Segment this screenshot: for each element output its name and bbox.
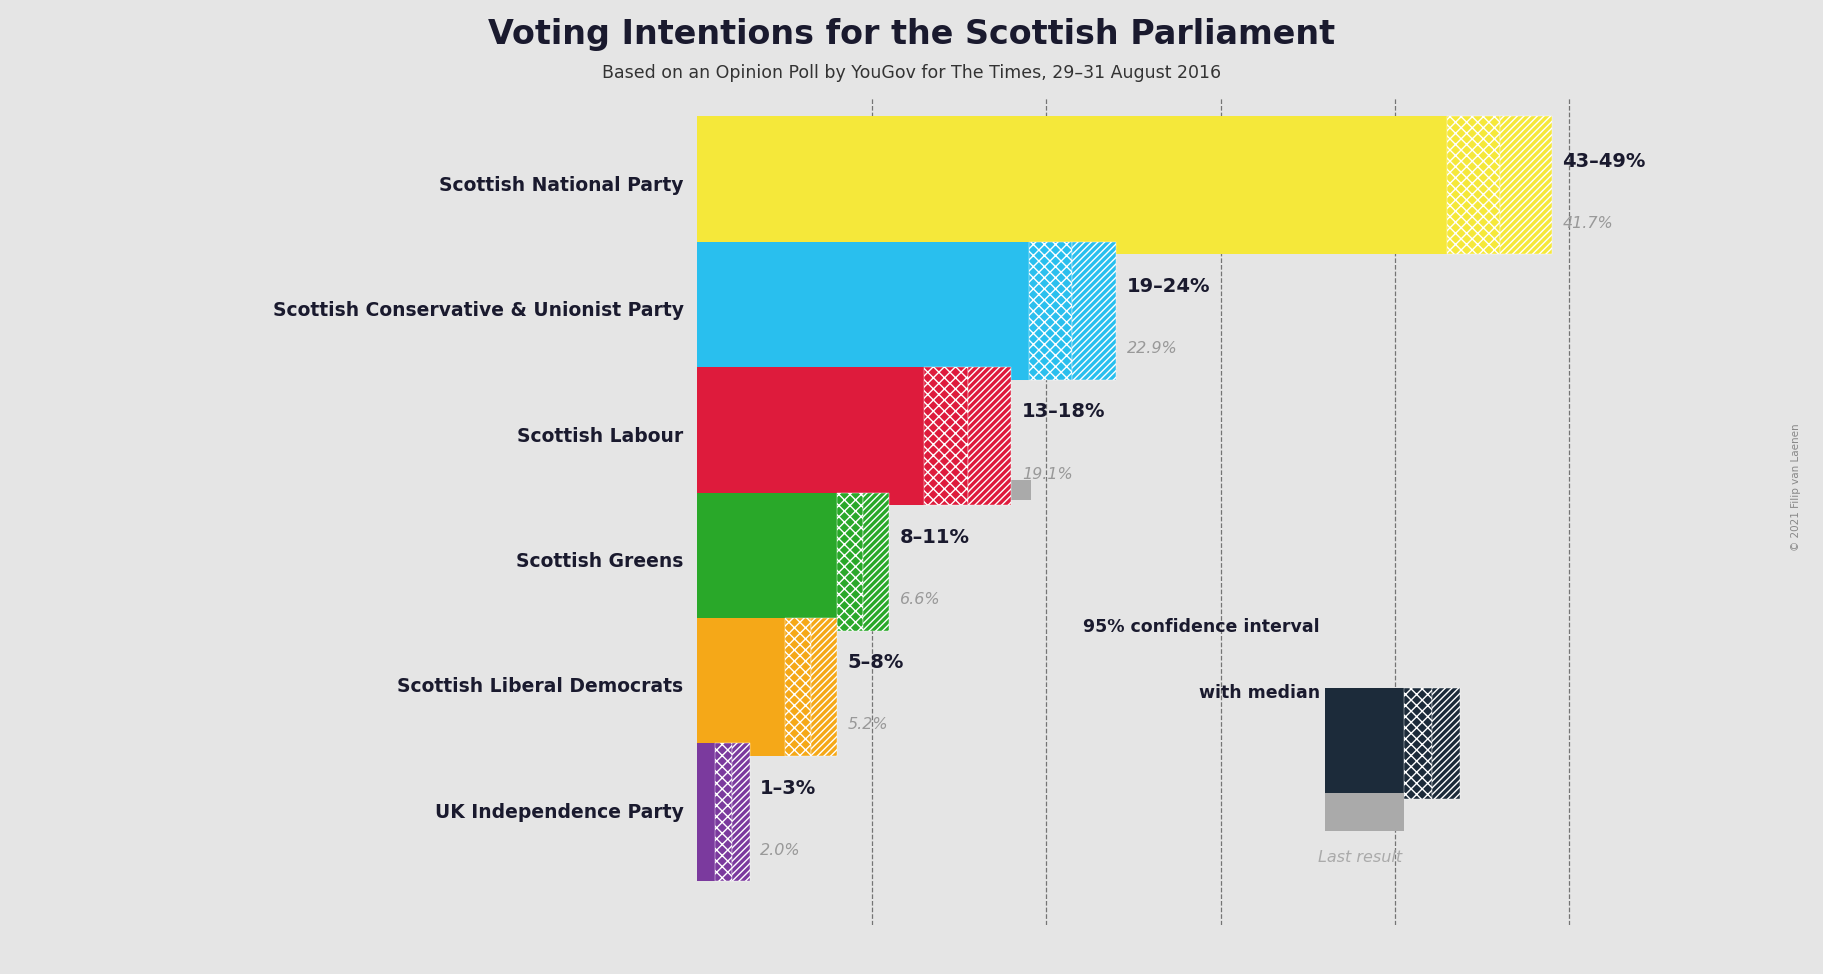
Text: 95% confidence interval: 95% confidence interval <box>1083 618 1320 636</box>
Bar <box>862 493 890 630</box>
Text: Scottish National Party: Scottish National Party <box>439 175 684 195</box>
Text: 43–49%: 43–49% <box>1562 152 1646 170</box>
Bar <box>698 493 837 630</box>
Text: 41.7%: 41.7% <box>1562 215 1613 231</box>
Bar <box>1325 689 1404 799</box>
Bar <box>715 743 733 881</box>
Bar <box>698 743 715 881</box>
Text: 6.6%: 6.6% <box>901 592 941 607</box>
Text: 1–3%: 1–3% <box>760 779 817 798</box>
Bar <box>837 493 862 630</box>
Bar <box>924 367 968 506</box>
Bar <box>698 618 784 756</box>
Bar <box>698 479 1030 501</box>
Bar <box>733 743 749 881</box>
Text: Scottish Conservative & Unionist Party: Scottish Conservative & Unionist Party <box>273 301 684 320</box>
Text: 19–24%: 19–24% <box>1127 277 1210 296</box>
Bar <box>1500 116 1551 254</box>
Text: © 2021 Filip van Laenen: © 2021 Filip van Laenen <box>1792 423 1801 551</box>
Bar <box>698 367 924 506</box>
Bar <box>1028 242 1072 380</box>
Text: UK Independence Party: UK Independence Party <box>434 803 684 822</box>
Text: Based on an Opinion Poll by YouGov for The Times, 29–31 August 2016: Based on an Opinion Poll by YouGov for T… <box>602 64 1221 82</box>
Text: 2.0%: 2.0% <box>760 843 800 858</box>
Bar <box>1447 116 1500 254</box>
Bar <box>811 618 837 756</box>
Text: 8–11%: 8–11% <box>901 528 970 546</box>
Text: Last result: Last result <box>1318 850 1402 865</box>
Text: with median: with median <box>1200 684 1320 702</box>
Bar <box>1325 794 1404 832</box>
Bar <box>1431 689 1460 799</box>
Bar <box>698 229 1424 249</box>
Text: 19.1%: 19.1% <box>1023 467 1072 481</box>
Bar <box>784 618 811 756</box>
Bar <box>1072 242 1116 380</box>
Bar <box>698 730 788 751</box>
Text: Scottish Labour: Scottish Labour <box>518 427 684 445</box>
Bar <box>968 367 1012 506</box>
Bar <box>698 605 813 625</box>
Bar <box>698 856 733 877</box>
Bar <box>698 242 1028 380</box>
Text: 13–18%: 13–18% <box>1023 402 1105 422</box>
Bar <box>698 116 1447 254</box>
Text: Scottish Greens: Scottish Greens <box>516 552 684 571</box>
Bar <box>698 355 1097 375</box>
Text: 5–8%: 5–8% <box>848 654 904 672</box>
Text: Voting Intentions for the Scottish Parliament: Voting Intentions for the Scottish Parli… <box>489 18 1334 51</box>
Text: Scottish Liberal Democrats: Scottish Liberal Democrats <box>397 678 684 696</box>
Bar <box>1404 689 1431 799</box>
Text: 5.2%: 5.2% <box>848 718 888 732</box>
Text: 22.9%: 22.9% <box>1127 341 1178 356</box>
